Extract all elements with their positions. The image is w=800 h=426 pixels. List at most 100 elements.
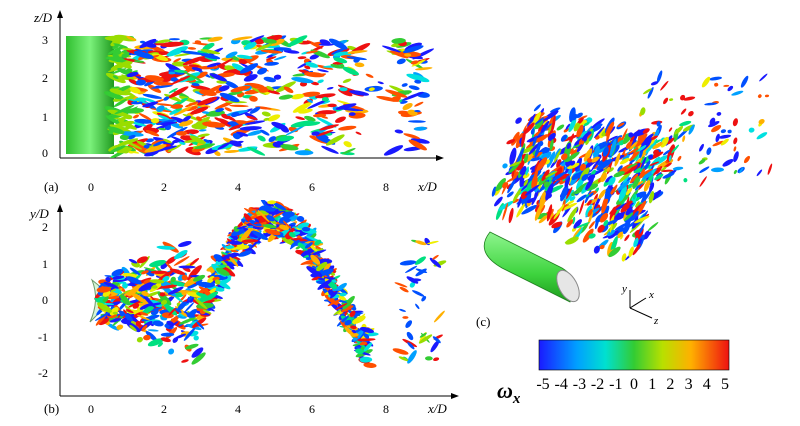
vortex-structure xyxy=(342,295,355,310)
panel-a-y-tick-2: 2 xyxy=(42,71,48,85)
vortex-structure xyxy=(349,90,370,96)
vortex-structure xyxy=(398,356,409,362)
vortex-structure xyxy=(297,242,308,251)
vortex-structure xyxy=(756,169,763,177)
vortex-structure xyxy=(291,77,314,84)
vortex-structure xyxy=(221,114,230,120)
vortex-structure xyxy=(519,169,525,188)
vortex-structure xyxy=(536,134,549,143)
vortex-structure xyxy=(157,342,164,347)
vortex-structure xyxy=(640,107,646,116)
vortex-structure xyxy=(404,53,412,57)
vortex-structure xyxy=(355,131,362,135)
vortex-structure xyxy=(200,53,221,60)
vortex-structure xyxy=(161,286,177,297)
panel-b-x-tick-6: 6 xyxy=(309,402,315,416)
panel-a-axes xyxy=(57,10,444,161)
vortex-structure xyxy=(624,234,630,242)
vortex-structure xyxy=(560,134,568,142)
vortex-structure xyxy=(131,121,147,127)
panel-b-vortex-field xyxy=(94,200,447,368)
vortex-structure xyxy=(534,160,540,171)
vortex-structure xyxy=(135,320,141,327)
vortex-structure xyxy=(179,317,195,325)
vortex-structure xyxy=(399,286,409,293)
vortex-structure xyxy=(406,276,419,284)
vortex-structure xyxy=(278,94,294,100)
vortex-structure xyxy=(660,80,669,91)
vortex-structure xyxy=(609,184,618,197)
vortex-structure xyxy=(111,268,124,277)
vortex-structure xyxy=(602,146,609,157)
vortex-structure xyxy=(603,220,609,227)
vortex-structure xyxy=(187,47,197,50)
vortex-structure xyxy=(433,357,440,362)
vortex-structure xyxy=(418,334,433,344)
vortex-structure xyxy=(145,138,155,143)
vortex-structure xyxy=(536,157,548,171)
vortex-structure xyxy=(377,81,384,85)
vortex-structure xyxy=(343,141,352,148)
vortex-structure xyxy=(582,131,592,141)
vortex-structure xyxy=(629,220,644,234)
panel-c: (c) y x z xyxy=(476,70,773,329)
vortex-structure xyxy=(756,132,768,140)
vortex-structure xyxy=(130,292,146,303)
vortex-structure xyxy=(121,52,130,59)
vortex-structure xyxy=(214,150,221,157)
vortex-structure xyxy=(309,54,320,60)
vortex-structure xyxy=(590,157,601,173)
panel-a-label: (a) xyxy=(44,179,58,194)
vortex-structure xyxy=(554,167,563,178)
vortex-structure xyxy=(617,122,625,128)
vortex-structure xyxy=(540,120,550,133)
vortex-structure xyxy=(509,147,517,165)
vortex-structure xyxy=(108,144,120,152)
vortex-structure xyxy=(331,47,346,55)
vortex-structure xyxy=(587,208,593,217)
vortex-structure xyxy=(189,135,206,145)
panel-c-triad-z: z xyxy=(653,315,659,327)
vortex-structure xyxy=(656,121,661,127)
vortex-structure xyxy=(304,115,316,122)
vortex-structure xyxy=(94,311,112,321)
vortex-structure xyxy=(267,200,277,205)
panel-b-axes xyxy=(57,204,459,399)
vortex-structure xyxy=(139,312,149,316)
vortex-structure xyxy=(101,296,109,304)
vortex-structure xyxy=(103,91,125,100)
vortex-structure xyxy=(339,87,348,92)
vortex-structure xyxy=(205,110,225,117)
vortex-structure xyxy=(567,206,578,222)
vortex-structure xyxy=(608,246,621,258)
vortex-structure xyxy=(413,126,427,131)
vortex-structure xyxy=(247,130,263,136)
vortex-structure xyxy=(341,305,354,313)
vortex-structure xyxy=(126,71,139,78)
vortex-structure xyxy=(149,307,163,312)
vortex-structure xyxy=(650,81,659,86)
vortex-structure xyxy=(617,165,623,172)
panel-b-x-tick-4: 4 xyxy=(235,402,241,416)
vortex-structure xyxy=(733,151,739,163)
vortex-structure xyxy=(147,84,162,93)
vortex-structure xyxy=(764,94,770,98)
vortex-structure xyxy=(682,135,686,143)
vortex-structure xyxy=(257,135,266,142)
vortex-structure xyxy=(651,169,656,174)
panel-a: z/D 3 2 1 0 0 2 4 6 8 x/D (a) xyxy=(33,10,444,194)
panel-a-x-tick-8: 8 xyxy=(383,180,389,194)
vortex-structure xyxy=(241,239,259,243)
vortex-structure xyxy=(406,331,414,341)
vortex-structure xyxy=(229,104,249,108)
vortex-structure xyxy=(183,327,196,341)
vortex-structure xyxy=(170,276,176,283)
vortex-structure xyxy=(215,108,225,113)
vortex-structure xyxy=(298,108,313,114)
vortex-structure xyxy=(701,76,711,88)
vortex-structure xyxy=(688,124,695,135)
vortex-structure xyxy=(522,173,530,179)
vortex-structure xyxy=(143,42,157,48)
vortex-structure xyxy=(118,309,124,316)
vortex-structure xyxy=(660,166,667,172)
